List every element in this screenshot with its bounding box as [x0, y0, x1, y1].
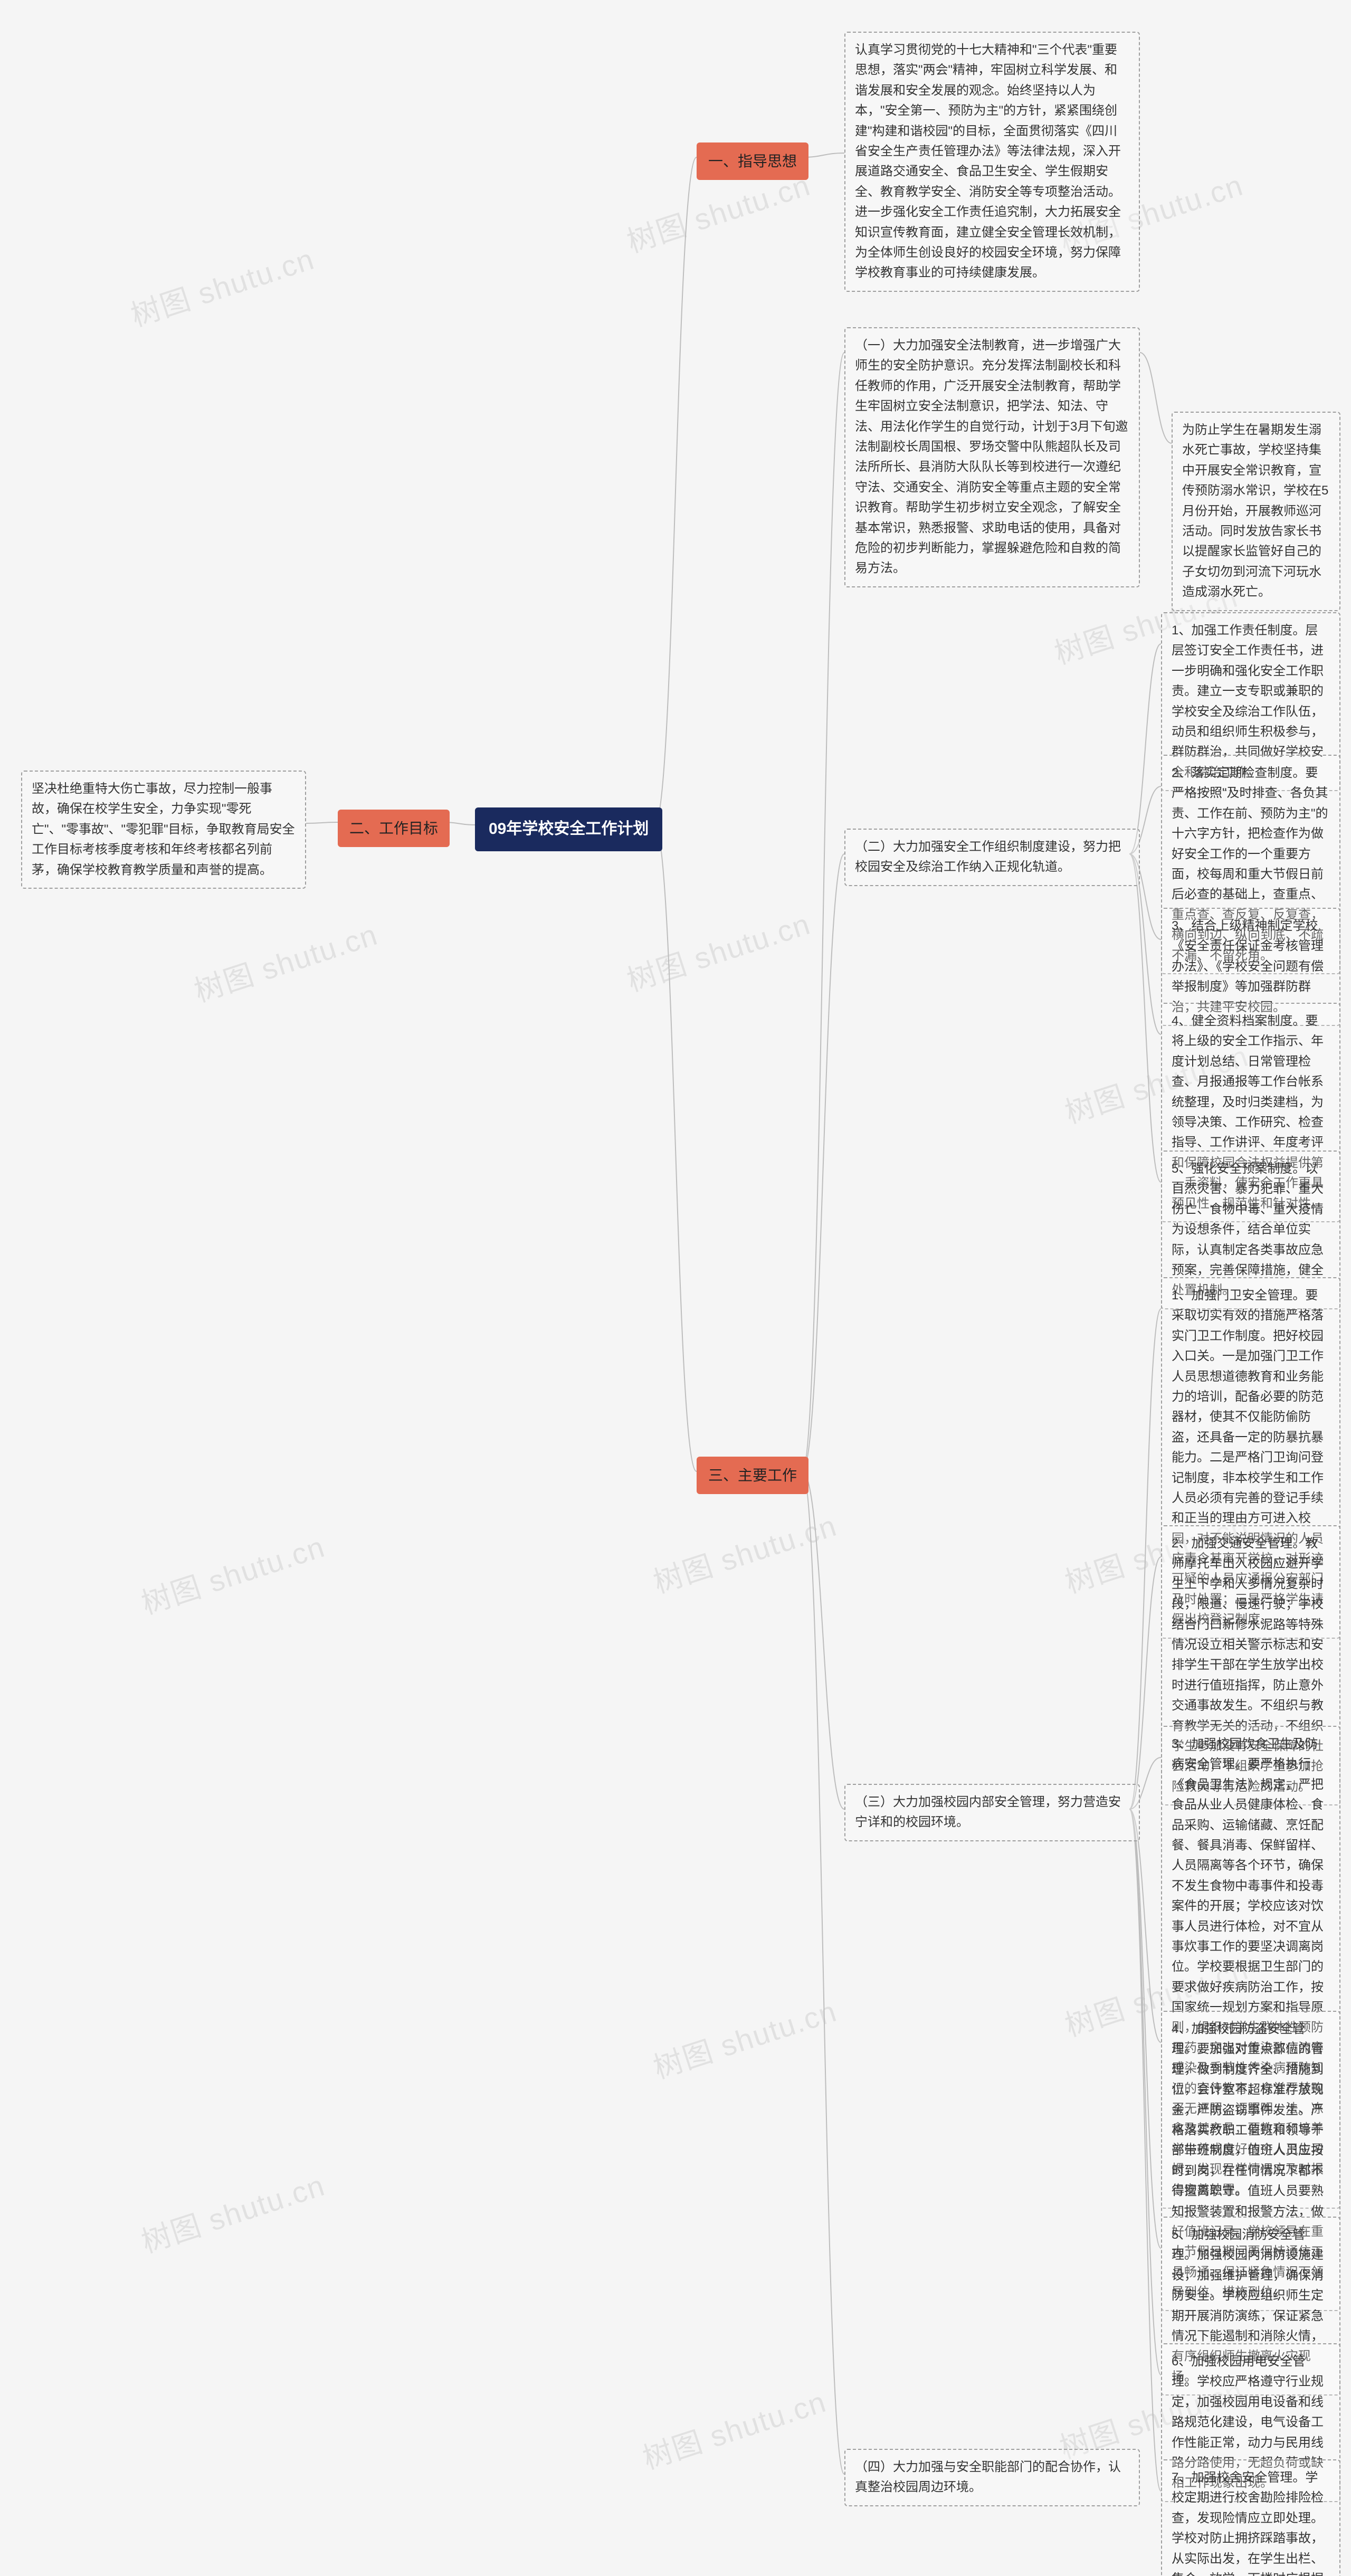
leaf-main-1: （一）大力加强安全法制教育，进一步增强广大师生的安全防护意识。充分发挥法制副校长… — [844, 327, 1140, 587]
leaf-goal-1: 坚决杜绝重特大伤亡事故，尽力控制一般事故，确保在校学生安全，力争实现"零死亡"、… — [21, 771, 306, 889]
leaf-guide-1: 认真学习贯彻党的十七大精神和"三个代表"重要思想，落实"两会"精神，牢固树立科学… — [844, 32, 1140, 292]
leaf-main-4: （四）大力加强与安全职能部门的配合协作，认真整治校园周边环境。 — [844, 2449, 1140, 2506]
leaf-m3-7: 7、加强校舍安全管理。学校定期进行校舍勘险排险检查，发现险情应立即处理。学校对防… — [1161, 2459, 1340, 2576]
branch-main: 三、主要工作 — [697, 1457, 808, 1494]
leaf-main-1-1: 为防止学生在暑期发生溺水死亡事故，学校坚持集中开展安全常识教育，宣传预防溺水常识… — [1172, 412, 1340, 611]
branch-guide: 一、指导思想 — [697, 142, 808, 180]
root-node: 09年学校安全工作计划 — [475, 807, 662, 851]
watermark-text: 树图 shutu.cn — [188, 911, 383, 1011]
watermark-text: 树图 shutu.cn — [135, 1523, 330, 1623]
watermark-text: 树图 shutu.cn — [636, 2378, 831, 2478]
leaf-main-3: （三）大力加强校园内部安全管理，努力营造安宁详和的校园环境。 — [844, 1784, 1140, 1841]
watermark-text: 树图 shutu.cn — [125, 235, 319, 335]
connector-lines — [0, 0, 1351, 2576]
watermark-text: 树图 shutu.cn — [647, 1502, 842, 1602]
watermark-text: 树图 shutu.cn — [135, 2162, 330, 2261]
watermark-text: 树图 shutu.cn — [647, 1988, 842, 2087]
branch-goal: 二、工作目标 — [338, 810, 450, 847]
leaf-main-2: （二）大力加强安全工作组织制度建设，努力把校园安全及综治工作纳入正规化轨道。 — [844, 829, 1140, 886]
watermark-text: 树图 shutu.cn — [621, 900, 815, 1000]
